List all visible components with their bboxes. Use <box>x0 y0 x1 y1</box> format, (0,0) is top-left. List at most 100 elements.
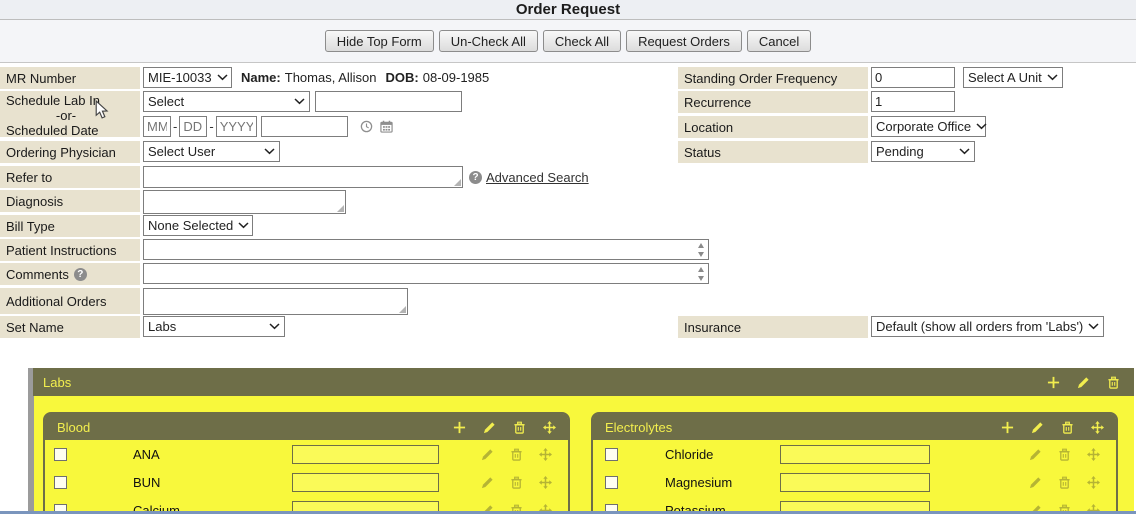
comments-label: Comments ? <box>0 263 140 285</box>
recurrence-label: Recurrence <box>678 91 868 113</box>
pencil-icon[interactable] <box>1077 376 1090 389</box>
status-select[interactable]: Pending <box>871 141 975 162</box>
chevron-down-icon <box>264 148 275 155</box>
insurance-label: Insurance <box>678 316 868 338</box>
additional-orders-input[interactable] <box>143 288 408 315</box>
clock-icon[interactable] <box>360 120 373 133</box>
resize-grip-icon[interactable] <box>454 179 461 186</box>
check-all-button[interactable]: Check All <box>542 30 622 52</box>
lab-item-value-input[interactable] <box>780 500 930 514</box>
chevron-down-icon <box>269 323 280 330</box>
lab-item-label: ANA <box>133 446 160 462</box>
trash-icon[interactable] <box>1058 448 1071 461</box>
move-icon[interactable] <box>539 475 552 489</box>
trash-icon[interactable] <box>1061 421 1074 434</box>
frequency-unit-select[interactable]: Select A Unit <box>963 67 1063 88</box>
comments-input[interactable] <box>143 263 709 284</box>
schedule-lab-in-select[interactable]: Select <box>143 91 310 112</box>
pencil-icon[interactable] <box>483 421 496 434</box>
lab-item-checkbox[interactable] <box>605 447 618 461</box>
trash-icon[interactable] <box>510 476 523 489</box>
lab-item-value-input[interactable] <box>292 500 439 514</box>
insurance-select[interactable]: Default (show all orders from 'Labs') <box>871 316 1105 337</box>
cancel-button[interactable]: Cancel <box>746 30 812 52</box>
lab-item-value-input[interactable] <box>292 472 439 492</box>
chevron-down-icon <box>1088 323 1099 330</box>
date-year-input[interactable] <box>215 116 257 137</box>
diagnosis-input[interactable] <box>143 190 346 214</box>
schedule-label: Schedule Lab In -or- Scheduled Date <box>0 91 140 138</box>
ordering-physician-select[interactable]: Select User <box>143 141 280 162</box>
patient-dob-value: 08-09-1985 <box>422 70 490 85</box>
refer-to-input[interactable] <box>143 166 463 188</box>
lab-item-checkbox[interactable] <box>54 503 67 514</box>
bill-type-select[interactable]: None Selected <box>143 215 253 236</box>
trash-icon[interactable] <box>1107 376 1120 389</box>
move-icon[interactable] <box>543 420 556 434</box>
trash-icon[interactable] <box>513 421 526 434</box>
move-icon[interactable] <box>1087 447 1100 461</box>
labs-panel-body: Blood ANA <box>33 396 1134 514</box>
chevron-down-icon <box>1047 74 1058 81</box>
help-icon[interactable]: ? <box>469 170 482 184</box>
schedule-lab-in-input[interactable] <box>315 91 462 112</box>
mr-number-value: MIE-10033 <box>148 70 212 85</box>
lab-item-checkbox[interactable] <box>54 475 67 489</box>
order-form: MR Number MIE-10033 Name: Thomas, Alliso… <box>0 64 1136 348</box>
move-icon[interactable] <box>539 447 552 461</box>
lab-item-checkbox[interactable] <box>605 503 618 514</box>
patient-instructions-input[interactable] <box>143 239 709 260</box>
pencil-icon[interactable] <box>481 476 494 489</box>
date-day-input[interactable] <box>179 116 208 137</box>
pencil-icon[interactable] <box>1029 448 1042 461</box>
lab-row: Calcium <box>45 496 568 514</box>
lab-item-value-input[interactable] <box>292 444 439 464</box>
lab-item-label: Chloride <box>665 446 714 462</box>
move-icon[interactable] <box>1091 420 1104 434</box>
toolbar: Hide Top Form Un-Check All Check All Req… <box>0 20 1136 63</box>
diagnosis-label: Diagnosis <box>0 190 140 212</box>
standing-order-frequency-input[interactable] <box>871 67 955 88</box>
trash-icon[interactable] <box>1058 476 1071 489</box>
lab-row: Potassium <box>593 496 1116 514</box>
set-name-select[interactable]: Labs <box>143 316 285 337</box>
hide-top-form-button[interactable]: Hide Top Form <box>324 30 434 52</box>
add-icon[interactable] <box>453 421 466 434</box>
electrolytes-subpanel: Electrolytes Chloride <box>591 412 1118 514</box>
advanced-search-link[interactable]: Advanced Search <box>486 169 589 185</box>
mr-number-select[interactable]: MIE-10033 <box>143 67 232 88</box>
trash-icon[interactable] <box>510 448 523 461</box>
chevron-down-icon <box>294 98 305 105</box>
title-bar: Order Request <box>0 0 1136 20</box>
calendar-icon[interactable] <box>380 120 393 133</box>
scroll-arrows-icon[interactable] <box>698 267 704 281</box>
recurrence-input[interactable] <box>871 91 955 112</box>
ordering-physician-label: Ordering Physician <box>0 141 140 163</box>
lab-item-value-input[interactable] <box>780 472 930 492</box>
location-select[interactable]: Corporate Office <box>871 116 987 137</box>
status-label: Status <box>678 141 868 163</box>
add-icon[interactable] <box>1001 421 1014 434</box>
lab-item-label: BUN <box>133 474 161 490</box>
lab-item-checkbox[interactable] <box>605 475 618 489</box>
electrolytes-subpanel-header: Electrolytes <box>593 414 1116 440</box>
date-month-input[interactable] <box>143 116 171 137</box>
move-icon[interactable] <box>1087 475 1100 489</box>
pencil-icon[interactable] <box>1029 476 1042 489</box>
scroll-arrows-icon[interactable] <box>698 243 704 257</box>
lab-item-checkbox[interactable] <box>54 447 67 461</box>
lab-item-value-input[interactable] <box>780 444 930 464</box>
help-icon[interactable]: ? <box>73 267 87 281</box>
time-input[interactable] <box>260 116 348 137</box>
add-icon[interactable] <box>1047 376 1060 389</box>
uncheck-all-button[interactable]: Un-Check All <box>438 30 538 52</box>
request-orders-button[interactable]: Request Orders <box>626 30 742 52</box>
resize-grip-icon[interactable] <box>399 306 406 313</box>
patient-instructions-label: Patient Instructions <box>0 239 140 261</box>
pencil-icon[interactable] <box>481 448 494 461</box>
resize-grip-icon[interactable] <box>337 205 344 212</box>
pencil-icon[interactable] <box>1031 421 1044 434</box>
chevron-down-icon <box>217 74 228 81</box>
electrolytes-subpanel-title: Electrolytes <box>605 419 673 435</box>
